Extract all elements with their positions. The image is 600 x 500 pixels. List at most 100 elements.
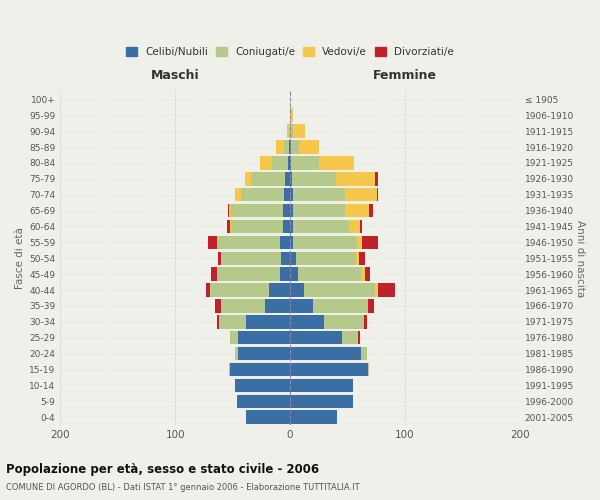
- Bar: [284, 140, 289, 154]
- Bar: [247, 315, 290, 328]
- Bar: [368, 299, 374, 312]
- Bar: [313, 299, 368, 312]
- Bar: [217, 268, 280, 281]
- Bar: [280, 236, 290, 249]
- Bar: [377, 188, 379, 202]
- Bar: [227, 220, 230, 233]
- Bar: [206, 284, 209, 297]
- Bar: [290, 378, 353, 392]
- Bar: [228, 204, 229, 218]
- Bar: [238, 331, 290, 344]
- Bar: [356, 236, 362, 249]
- Bar: [345, 188, 377, 202]
- Bar: [345, 204, 369, 218]
- Bar: [290, 156, 291, 170]
- Bar: [304, 284, 375, 297]
- Bar: [289, 124, 290, 138]
- Bar: [325, 315, 364, 328]
- Bar: [362, 236, 379, 249]
- Bar: [290, 204, 293, 218]
- Bar: [336, 172, 375, 186]
- Bar: [230, 220, 232, 233]
- Bar: [360, 220, 362, 233]
- Bar: [290, 220, 293, 233]
- Bar: [217, 315, 219, 328]
- Bar: [238, 347, 290, 360]
- Bar: [290, 315, 325, 328]
- Bar: [247, 410, 290, 424]
- Bar: [290, 140, 291, 154]
- Bar: [283, 204, 290, 218]
- Bar: [361, 347, 367, 360]
- Bar: [217, 236, 280, 249]
- Bar: [290, 331, 342, 344]
- Bar: [299, 140, 319, 154]
- Bar: [272, 156, 288, 170]
- Bar: [230, 363, 290, 376]
- Bar: [349, 220, 360, 233]
- Bar: [292, 172, 336, 186]
- Bar: [284, 188, 290, 202]
- Bar: [342, 331, 358, 344]
- Bar: [229, 204, 232, 218]
- Text: Femmine: Femmine: [373, 69, 437, 82]
- Bar: [369, 204, 373, 218]
- Bar: [276, 140, 284, 154]
- Bar: [291, 140, 299, 154]
- Text: Maschi: Maschi: [151, 69, 199, 82]
- Bar: [296, 252, 356, 265]
- Bar: [221, 252, 281, 265]
- Bar: [281, 252, 290, 265]
- Bar: [290, 236, 293, 249]
- Bar: [290, 252, 296, 265]
- Bar: [361, 268, 365, 281]
- Bar: [290, 172, 292, 186]
- Text: COMUNE DI AGORDO (BL) - Dati ISTAT 1° gennaio 2006 - Elaborazione TUTTITALIA.IT: COMUNE DI AGORDO (BL) - Dati ISTAT 1° ge…: [6, 482, 359, 492]
- Bar: [379, 284, 395, 297]
- Bar: [290, 363, 368, 376]
- Bar: [209, 284, 269, 297]
- Bar: [288, 156, 290, 170]
- Bar: [375, 284, 379, 297]
- Bar: [269, 284, 290, 297]
- Bar: [290, 394, 353, 408]
- Bar: [319, 156, 355, 170]
- Bar: [221, 299, 265, 312]
- Bar: [289, 140, 290, 154]
- Bar: [286, 172, 290, 186]
- Bar: [218, 252, 221, 265]
- Bar: [375, 172, 379, 186]
- Bar: [235, 347, 238, 360]
- Bar: [358, 331, 360, 344]
- Bar: [229, 363, 230, 376]
- Bar: [245, 172, 251, 186]
- Bar: [237, 394, 290, 408]
- Bar: [293, 124, 305, 138]
- Bar: [293, 188, 345, 202]
- Bar: [359, 252, 365, 265]
- Bar: [291, 156, 319, 170]
- Bar: [241, 188, 284, 202]
- Bar: [293, 236, 356, 249]
- Bar: [211, 268, 217, 281]
- Bar: [290, 347, 361, 360]
- Bar: [230, 331, 238, 344]
- Bar: [287, 124, 289, 138]
- Bar: [368, 363, 369, 376]
- Bar: [232, 204, 283, 218]
- Y-axis label: Fasce di età: Fasce di età: [15, 228, 25, 289]
- Bar: [235, 378, 290, 392]
- Bar: [260, 156, 272, 170]
- Bar: [290, 410, 337, 424]
- Bar: [291, 108, 293, 122]
- Bar: [215, 299, 221, 312]
- Bar: [235, 188, 241, 202]
- Bar: [364, 315, 367, 328]
- Bar: [293, 204, 345, 218]
- Bar: [280, 268, 290, 281]
- Bar: [298, 268, 361, 281]
- Y-axis label: Anni di nascita: Anni di nascita: [575, 220, 585, 297]
- Bar: [293, 220, 349, 233]
- Bar: [232, 220, 283, 233]
- Bar: [290, 124, 293, 138]
